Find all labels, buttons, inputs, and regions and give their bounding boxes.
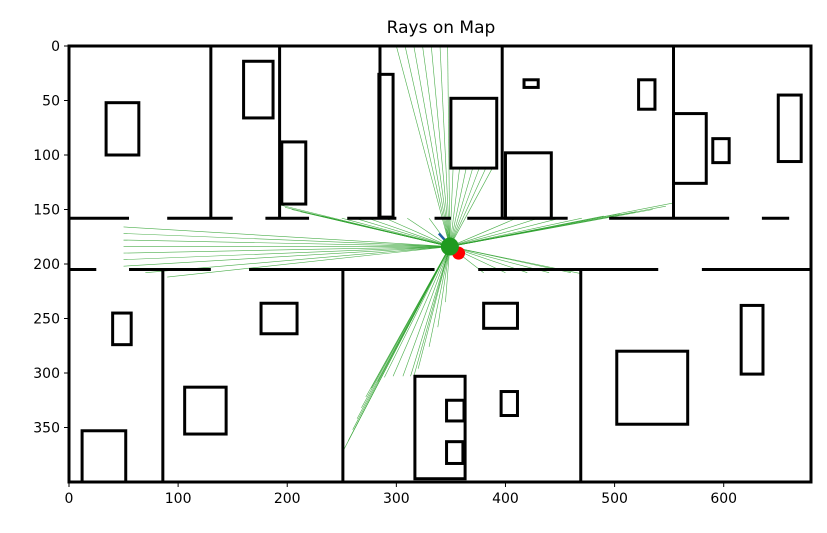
obstacle-box bbox=[413, 374, 467, 481]
obstacle-box bbox=[104, 101, 141, 157]
obstacle-box bbox=[482, 301, 519, 330]
ray-line bbox=[322, 215, 450, 247]
ray-line bbox=[123, 246, 450, 254]
ray-line bbox=[123, 246, 450, 267]
y-tick-label: 100 bbox=[33, 148, 60, 164]
ray-line bbox=[437, 246, 451, 328]
obstacle-box bbox=[672, 112, 708, 185]
ray-line bbox=[417, 246, 451, 369]
markers-layer bbox=[437, 232, 466, 260]
y-tick-label: 50 bbox=[42, 94, 60, 110]
obstacle-box bbox=[111, 311, 133, 347]
ray-line bbox=[449, 168, 454, 247]
obstacle-box bbox=[711, 137, 731, 165]
ray-line bbox=[384, 246, 451, 378]
y-tick-label: 350 bbox=[33, 421, 60, 437]
ray-line bbox=[354, 217, 450, 247]
ray-line bbox=[449, 217, 582, 247]
ray-line bbox=[123, 226, 450, 247]
ray-line bbox=[449, 168, 467, 247]
ray-line bbox=[123, 239, 450, 247]
obstacle-box bbox=[739, 303, 765, 376]
ray-line bbox=[392, 246, 451, 377]
ray-line bbox=[167, 246, 450, 278]
x-tick-label: 200 bbox=[274, 491, 301, 507]
ray-line bbox=[385, 217, 450, 247]
obstacle-box bbox=[615, 349, 690, 426]
ray-line bbox=[123, 233, 450, 247]
obstacle-box bbox=[499, 390, 519, 418]
y-tick-label: 150 bbox=[33, 203, 60, 219]
y-tick-label: 250 bbox=[33, 312, 60, 328]
ray-line bbox=[377, 246, 451, 382]
ray-line bbox=[123, 246, 450, 260]
ray-line bbox=[367, 217, 450, 247]
obstacle-box bbox=[445, 440, 465, 465]
ray-line bbox=[402, 246, 451, 377]
y-tick-label: 200 bbox=[33, 257, 60, 273]
obstacle-box bbox=[242, 59, 275, 120]
chart-title: Rays on Map bbox=[387, 18, 496, 38]
ray-line bbox=[447, 46, 451, 247]
x-tick-label: 500 bbox=[601, 491, 628, 507]
ray-line bbox=[449, 217, 517, 247]
ray-line bbox=[449, 202, 674, 247]
y-tick-label: 0 bbox=[51, 39, 60, 55]
obstacle-box bbox=[776, 93, 803, 164]
y-tick-label: 300 bbox=[33, 366, 60, 382]
obstacle-box bbox=[637, 78, 657, 111]
ray-line bbox=[445, 246, 451, 303]
ray-line bbox=[413, 246, 451, 377]
ray-line bbox=[404, 46, 451, 247]
x-tick-label: 0 bbox=[65, 491, 74, 507]
x-tick-label: 600 bbox=[710, 491, 737, 507]
ray-line bbox=[422, 46, 451, 247]
ray-line bbox=[410, 246, 451, 377]
obstacle-box bbox=[449, 96, 499, 170]
obstacle-box bbox=[377, 72, 395, 219]
ray-line bbox=[449, 167, 487, 247]
obstacle-box bbox=[445, 398, 466, 423]
ray-line bbox=[449, 167, 480, 247]
ray-line bbox=[370, 246, 451, 389]
ray-line bbox=[449, 167, 493, 247]
obstacle-box bbox=[259, 301, 299, 336]
ray-line bbox=[396, 46, 451, 247]
ray-line bbox=[449, 168, 460, 247]
ray-line bbox=[449, 217, 539, 247]
obstacle-box bbox=[280, 140, 308, 206]
x-tick-label: 100 bbox=[165, 491, 192, 507]
x-tick-label: 400 bbox=[492, 491, 519, 507]
ray-line bbox=[449, 167, 474, 247]
robot-marker bbox=[440, 237, 459, 256]
obstacle-box bbox=[183, 385, 228, 436]
ray-line bbox=[413, 46, 451, 247]
y-axis: 0 50 100 150 200 250 300 350 bbox=[33, 39, 69, 437]
boxes-layer bbox=[80, 59, 803, 484]
ray-line bbox=[430, 46, 451, 247]
x-axis: 0 100 200 300 400 500 600 bbox=[65, 482, 737, 507]
obstacle-box bbox=[522, 78, 540, 89]
ray-line bbox=[439, 46, 451, 247]
ray-line bbox=[428, 246, 451, 347]
x-tick-label: 300 bbox=[383, 491, 410, 507]
ray-line bbox=[341, 217, 450, 247]
ray-line bbox=[449, 217, 561, 247]
obstacle-box bbox=[503, 151, 553, 220]
